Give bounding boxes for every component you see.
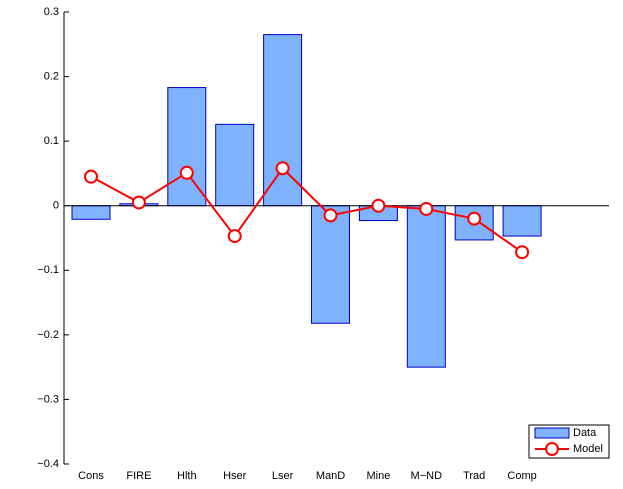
legend-label: Data	[573, 427, 597, 439]
model-marker	[275, 161, 290, 176]
y-tick-label: −0.1	[37, 264, 59, 276]
model-marker	[84, 169, 98, 184]
y-tick-label: −0.2	[37, 329, 59, 341]
legend-swatch	[534, 427, 570, 439]
legend-label: Model	[573, 443, 603, 455]
bar	[406, 205, 446, 368]
bar	[311, 205, 350, 324]
x-tick-label: Hlth	[177, 470, 197, 482]
y-tick-label: 0	[53, 200, 59, 212]
model-marker	[467, 211, 482, 226]
x-tick-label: FIRE	[126, 470, 151, 482]
y-tick-label: 0.3	[44, 6, 59, 18]
x-tick-label: Mine	[366, 470, 390, 482]
y-tick-label: −0.4	[37, 458, 59, 470]
model-marker	[515, 245, 530, 260]
model-marker	[323, 208, 338, 223]
bar	[502, 205, 542, 237]
x-tick-label: ManD	[316, 470, 345, 482]
model-marker	[227, 229, 242, 244]
model-line	[90, 166, 523, 254]
x-tick-label: Comp	[507, 470, 536, 482]
legend-marker	[545, 442, 559, 456]
model-marker	[419, 201, 434, 216]
x-tick-label: Cons	[78, 470, 104, 482]
x-tick-label: Trad	[463, 470, 485, 482]
y-tick-label: 0.2	[44, 70, 59, 82]
y-tick-label: −0.3	[37, 393, 59, 405]
y-tick-label: 0.1	[44, 135, 59, 147]
bar	[167, 87, 207, 207]
x-tick-label: Lser	[272, 470, 294, 482]
x-tick-label: M−ND	[411, 470, 443, 482]
model-marker	[131, 195, 146, 210]
model-marker	[371, 198, 386, 213]
model-marker	[179, 165, 194, 180]
bar	[71, 205, 111, 220]
x-tick-label: Hser	[223, 470, 247, 482]
bar	[215, 123, 255, 207]
bar	[263, 34, 303, 207]
